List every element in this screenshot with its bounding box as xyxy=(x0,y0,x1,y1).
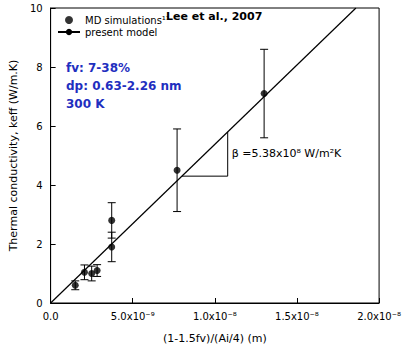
svg-text:2.0x10⁻⁸: 2.0x10⁻⁸ xyxy=(357,311,401,322)
svg-text:present model: present model xyxy=(85,27,157,38)
svg-text:Thermal conductivity, keff (W/: Thermal conductivity, keff (W/m.K) xyxy=(7,60,20,253)
svg-text:0: 0 xyxy=(36,298,42,309)
svg-text:MD simulations¹¹: MD simulations¹¹ xyxy=(85,15,170,26)
svg-text:dp: 0.63-2.26 nm: dp: 0.63-2.26 nm xyxy=(66,79,182,93)
svg-text:2: 2 xyxy=(36,239,42,250)
svg-text:300 K: 300 K xyxy=(66,97,105,111)
svg-text:4: 4 xyxy=(36,180,42,191)
svg-text:8: 8 xyxy=(36,62,42,73)
svg-text:5.0x10⁻⁹: 5.0x10⁻⁹ xyxy=(111,311,155,322)
svg-text:Lee et al., 2007: Lee et al., 2007 xyxy=(166,10,262,23)
svg-text:1.5x10⁻⁸: 1.5x10⁻⁸ xyxy=(275,311,319,322)
svg-text:10: 10 xyxy=(30,3,43,14)
svg-text:β =5.38x10⁸ W/m²K: β =5.38x10⁸ W/m²K xyxy=(232,147,342,160)
svg-text:fv: 7-38%: fv: 7-38% xyxy=(66,61,130,75)
svg-text:(1-1.5fv)/(Ai/4) (m): (1-1.5fv)/(Ai/4) (m) xyxy=(163,332,267,345)
svg-text:0.0: 0.0 xyxy=(43,311,59,322)
svg-text:6: 6 xyxy=(36,121,42,132)
svg-text:1.0x10⁻⁸: 1.0x10⁻⁸ xyxy=(193,311,237,322)
